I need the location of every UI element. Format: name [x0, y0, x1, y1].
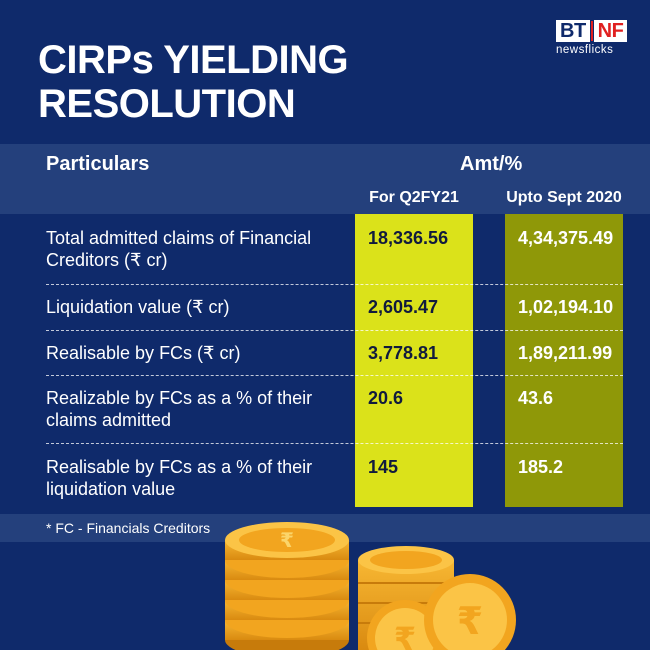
title-line-2: RESOLUTION [38, 82, 296, 126]
footnote-text: * FC - Financials Creditors [46, 520, 211, 536]
svg-text:₹: ₹ [457, 599, 483, 643]
logo-bt: BT [556, 20, 590, 42]
row-divider [46, 443, 623, 444]
row-value-q2fy21: 3,778.81 [368, 343, 439, 363]
row-value-upto-sept: 1,89,211.99 [518, 343, 613, 363]
row-label: Total admitted claims of Financial Credi… [46, 228, 312, 270]
row-label: Realisable by FCs as a % of their liquid… [46, 457, 313, 499]
rupee-coins-icon: ₹ ₹ ₹ [225, 522, 516, 650]
bt-nf-logo: BT NF newsflicks [556, 20, 638, 60]
row-value-q2fy21: 2,605.47 [368, 297, 439, 317]
row-value-upto-sept: 43.6 [518, 388, 554, 408]
column-upto-sept-background [505, 214, 623, 507]
row-value-upto-sept: 185.2 [518, 457, 564, 477]
title-line-1: CIRPs YIELDING [38, 38, 349, 82]
header-amt: Amt/% [460, 153, 523, 175]
row-value-upto-sept: 4,34,375.49 [518, 228, 614, 248]
row-divider [46, 375, 623, 376]
row-divider [46, 284, 623, 285]
row-value-q2fy21: 18,336.56 [368, 228, 449, 248]
row-value-q2fy21: 145 [368, 457, 399, 477]
logo-separator [590, 21, 593, 41]
page-title: CIRPs YIELDING RESOLUTION [38, 38, 349, 126]
row-divider [46, 330, 623, 331]
svg-text:₹: ₹ [394, 620, 416, 650]
table-header-band [0, 144, 650, 214]
column-header-q2fy21: For Q2FY21 [369, 189, 459, 206]
row-label: Realisable by FCs (₹ cr) [46, 343, 241, 363]
header-particulars: Particulars [46, 153, 150, 175]
logo-subtitle: newsflicks [556, 44, 614, 56]
row-value-upto-sept: 1,02,194.10 [518, 297, 614, 317]
row-value-q2fy21: 20.6 [368, 388, 404, 408]
coin-stack-right: ₹ ₹ [358, 546, 516, 650]
coin-stack-left: ₹ [225, 522, 349, 650]
column-header-upto-sept: Upto Sept 2020 [506, 189, 622, 206]
column-q2fy21-background [355, 214, 473, 507]
svg-text:₹: ₹ [280, 528, 294, 552]
row-label: Realizable by FCs as a % of their claims… [46, 388, 313, 430]
row-label: Liquidation value (₹ cr) [46, 297, 230, 317]
logo-nf: NF [593, 20, 628, 42]
